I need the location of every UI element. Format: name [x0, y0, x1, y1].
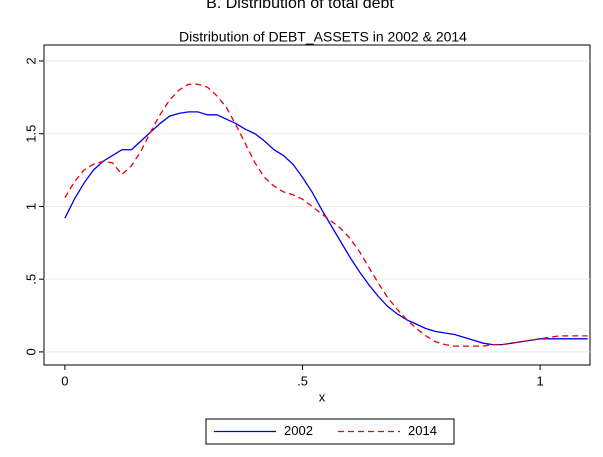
y-tick-label: 2: [23, 57, 38, 64]
chart-title: Distribution of DEBT_ASSETS in 2002 & 20…: [179, 29, 467, 45]
legend-label: 2002: [284, 423, 313, 438]
y-tick-label: .5: [23, 274, 38, 285]
y-tick-label: 1: [23, 203, 38, 210]
y-tick-label: 1.5: [23, 125, 38, 143]
x-tick-label: 1: [536, 373, 543, 388]
plot-area: [43, 44, 591, 366]
x-tick-label: 0: [61, 373, 68, 388]
x-axis-label: x: [319, 389, 326, 404]
series-line: [64, 83, 588, 347]
x-tick-label: .5: [297, 373, 308, 388]
legend-label: 2014: [408, 423, 437, 438]
panel-title: B. Distribution of total debt: [206, 0, 394, 12]
y-tick-label: 0: [23, 348, 38, 355]
